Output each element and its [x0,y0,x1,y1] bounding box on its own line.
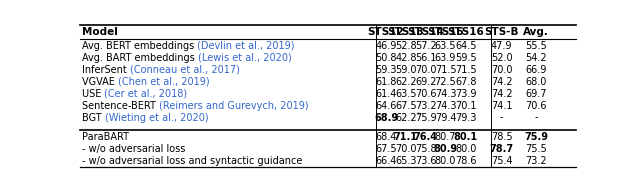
Text: 52.8: 52.8 [395,41,417,51]
Text: (Devlin et al., 2019): (Devlin et al., 2019) [197,41,295,51]
Text: 63.5: 63.5 [395,89,417,99]
Text: -: - [500,112,503,122]
Text: 76.4: 76.4 [413,132,438,142]
Text: 79.4: 79.4 [435,112,456,122]
Text: 64.6: 64.6 [375,100,397,111]
Text: 75.8: 75.8 [415,144,436,154]
Text: 55.5: 55.5 [525,41,547,51]
Text: 71.1: 71.1 [394,132,418,142]
Text: Avg. BART embeddings: Avg. BART embeddings [82,53,198,63]
Text: 78.7: 78.7 [490,144,514,154]
Text: 80.0: 80.0 [435,156,456,166]
Text: 73.2: 73.2 [525,156,547,166]
Text: 57.2: 57.2 [415,41,436,51]
Text: 71.5: 71.5 [455,65,477,75]
Text: 42.8: 42.8 [395,53,417,63]
Text: 80.1: 80.1 [454,132,478,142]
Text: 78.5: 78.5 [491,132,513,142]
Text: 80.9: 80.9 [433,144,458,154]
Text: 70.0: 70.0 [415,65,436,75]
Text: STS12: STS12 [367,27,404,37]
Text: 67.8: 67.8 [455,77,477,87]
Text: 62.2: 62.2 [395,112,417,122]
Text: 64.5: 64.5 [455,41,477,51]
Text: 47.9: 47.9 [491,41,513,51]
Text: 67.5: 67.5 [375,144,397,154]
Text: 80.0: 80.0 [455,144,477,154]
Text: 74.1: 74.1 [491,100,513,111]
Text: 63.5: 63.5 [435,41,456,51]
Text: STS16: STS16 [447,27,484,37]
Text: 75.9: 75.9 [524,132,548,142]
Text: 80.7: 80.7 [435,132,456,142]
Text: 69.7: 69.7 [525,89,547,99]
Text: STS14: STS14 [407,27,444,37]
Text: 59.0: 59.0 [395,65,417,75]
Text: 70.0: 70.0 [491,65,513,75]
Text: 59.5: 59.5 [455,53,477,63]
Text: ParaBART: ParaBART [82,132,129,142]
Text: 75.4: 75.4 [491,156,513,166]
Text: STS-B: STS-B [484,27,519,37]
Text: 63.9: 63.9 [435,53,456,63]
Text: 70.6: 70.6 [525,100,547,111]
Text: STS15: STS15 [427,27,464,37]
Text: 56.1: 56.1 [415,53,436,63]
Text: 61.8: 61.8 [375,77,397,87]
Text: STS13: STS13 [387,27,424,37]
Text: 46.9: 46.9 [375,41,397,51]
Text: 68.9: 68.9 [374,112,398,122]
Text: 71.5: 71.5 [435,65,456,75]
Text: 70.6: 70.6 [415,89,436,99]
Text: 69.2: 69.2 [415,77,436,87]
Text: 74.3: 74.3 [435,89,456,99]
Text: Avg.: Avg. [524,27,549,37]
Text: 70.1: 70.1 [455,100,477,111]
Text: 74.2: 74.2 [491,89,513,99]
Text: 68.0: 68.0 [525,77,547,87]
Text: 61.4: 61.4 [375,89,397,99]
Text: (Wieting et al., 2020): (Wieting et al., 2020) [105,112,209,122]
Text: 79.3: 79.3 [455,112,477,122]
Text: BGT: BGT [82,112,105,122]
Text: VGVAE: VGVAE [82,77,118,87]
Text: (Cer et al., 2018): (Cer et al., 2018) [104,89,188,99]
Text: 73.2: 73.2 [415,100,436,111]
Text: 78.6: 78.6 [455,156,477,166]
Text: 74.2: 74.2 [491,77,513,87]
Text: 65.3: 65.3 [395,156,417,166]
Text: 70.0: 70.0 [395,144,417,154]
Text: Avg. BERT embeddings: Avg. BERT embeddings [82,41,197,51]
Text: (Lewis et al., 2020): (Lewis et al., 2020) [198,53,292,63]
Text: 66.4: 66.4 [375,156,397,166]
Text: 74.3: 74.3 [435,100,456,111]
Text: -: - [534,112,538,122]
Text: 59.3: 59.3 [375,65,397,75]
Text: 52.0: 52.0 [491,53,513,63]
Text: USE: USE [82,89,104,99]
Text: 50.8: 50.8 [375,53,397,63]
Text: 73.9: 73.9 [455,89,477,99]
Text: 67.5: 67.5 [395,100,417,111]
Text: (Conneau et al., 2017): (Conneau et al., 2017) [130,65,240,75]
Text: - w/o adversarial loss: - w/o adversarial loss [82,144,186,154]
Text: 72.5: 72.5 [435,77,456,87]
Text: 68.4: 68.4 [375,132,397,142]
Text: 54.2: 54.2 [525,53,547,63]
Text: InferSent: InferSent [82,65,130,75]
Text: 66.9: 66.9 [525,65,547,75]
Text: Model: Model [82,27,118,37]
Text: 73.6: 73.6 [415,156,436,166]
Text: - w/o adversarial loss and syntactic guidance: - w/o adversarial loss and syntactic gui… [82,156,302,166]
Text: (Chen et al., 2019): (Chen et al., 2019) [118,77,210,87]
Text: 75.9: 75.9 [415,112,436,122]
Text: 75.5: 75.5 [525,144,547,154]
Text: *: * [417,112,420,118]
Text: (Reimers and Gurevych, 2019): (Reimers and Gurevych, 2019) [159,100,308,111]
Text: 62.2: 62.2 [395,77,417,87]
Text: Sentence-BERT: Sentence-BERT [82,100,159,111]
